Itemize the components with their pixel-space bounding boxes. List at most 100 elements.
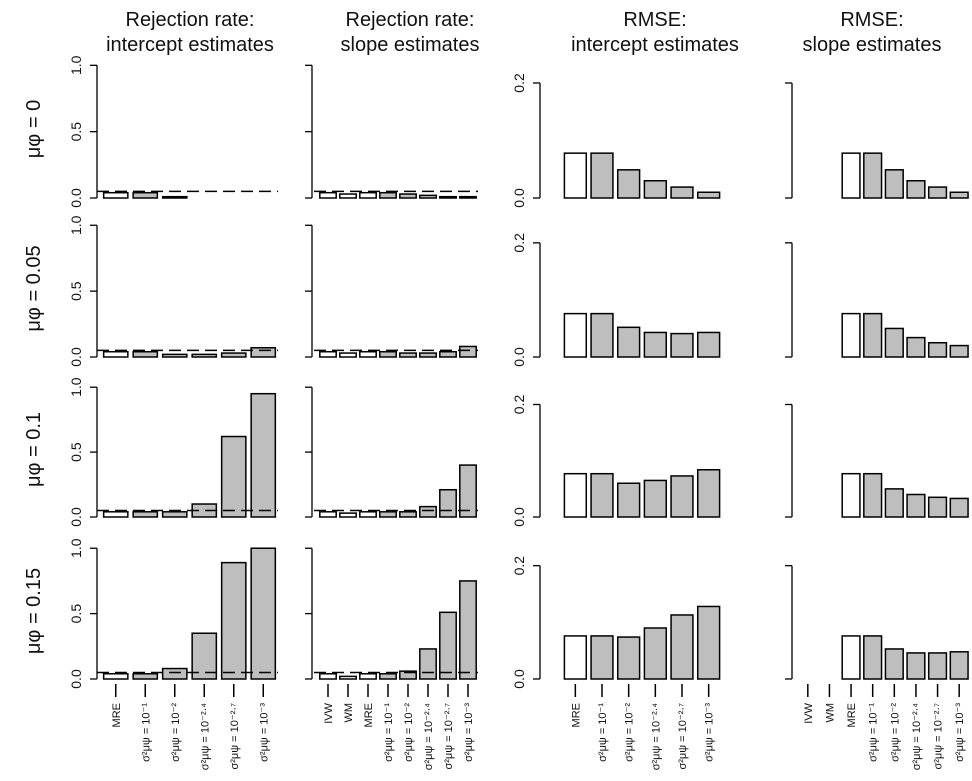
bar (696, 605, 721, 680)
bar (696, 469, 721, 518)
bar (459, 345, 477, 358)
x-tick-label: σ²μψ = 10⁻³ (704, 703, 716, 762)
bar (884, 648, 904, 680)
bar (339, 512, 357, 518)
y-tick-label: 1.0 (68, 538, 84, 558)
bar (906, 180, 926, 199)
row-label: μφ = 0 (23, 100, 45, 158)
bar (220, 352, 247, 358)
column-title: intercept estimates (571, 34, 739, 56)
bar (161, 353, 188, 358)
x-tick-label: σ²μψ = 10⁻²·⁴ (650, 703, 662, 771)
bar (863, 635, 883, 680)
y-tick-label: 0.0 (68, 347, 84, 367)
bar (590, 472, 614, 518)
bar (191, 353, 218, 358)
bar (616, 636, 641, 680)
bar (439, 488, 457, 518)
bar (161, 195, 188, 199)
row-label: μφ = 0.05 (23, 245, 45, 331)
x-tick-label: WM (824, 703, 836, 723)
bar (339, 675, 357, 680)
x-tick-label: σ²μψ = 10⁻²·⁷ (933, 703, 945, 770)
bar (563, 635, 588, 680)
bar (590, 635, 614, 680)
bar (841, 472, 861, 518)
y-tick-label: 1.0 (68, 215, 84, 235)
bar (696, 191, 721, 199)
x-tick-label: σ²μψ = 10⁻¹ (383, 703, 395, 762)
bar (643, 479, 668, 518)
x-tick-label: σ²μψ = 10⁻² (403, 703, 415, 762)
x-tick-label: IVW (803, 702, 815, 723)
x-tick-label: σ²μψ = 10⁻¹ (597, 703, 609, 762)
bar (399, 352, 417, 358)
column-title: slope estimates (341, 34, 480, 56)
column-title: RMSE: (840, 9, 903, 31)
x-tick-label: σ²μψ = 10⁻²·⁷ (229, 703, 241, 770)
bar (319, 511, 337, 518)
bar (643, 180, 668, 199)
bar (359, 350, 377, 358)
bar (563, 312, 588, 358)
bar (359, 191, 377, 199)
bar (459, 195, 477, 199)
bar (841, 312, 861, 358)
y-tick-label: 0.0 (511, 507, 527, 527)
column-title: slope estimates (803, 34, 942, 56)
bar (220, 561, 247, 680)
bar (102, 673, 129, 680)
bar (399, 670, 417, 680)
bar (102, 511, 129, 518)
bar (161, 511, 188, 518)
bar (696, 331, 721, 358)
bar (419, 194, 437, 199)
bar (102, 350, 129, 358)
bar (379, 191, 397, 199)
bar (161, 667, 188, 680)
x-tick-label: σ²μψ = 10⁻¹ (140, 703, 152, 762)
bar (927, 652, 948, 680)
bar (132, 350, 159, 358)
y-tick-label: 0.5 (68, 604, 84, 624)
bar (670, 186, 694, 199)
bar (670, 332, 694, 358)
bar (379, 350, 397, 358)
x-tick-label: σ²μψ = 10⁻²·⁴ (911, 703, 923, 771)
y-tick-label: 0.2 (511, 73, 527, 93)
bar (132, 191, 159, 199)
bar (906, 652, 926, 680)
y-tick-label: 0.0 (68, 669, 84, 689)
bar (132, 673, 159, 680)
bar (863, 472, 883, 518)
y-tick-label: 0.0 (68, 507, 84, 527)
bar (102, 191, 129, 199)
x-tick-label: MRE (111, 703, 123, 727)
bar (459, 580, 477, 680)
bar (339, 193, 357, 199)
y-tick-label: 0.5 (68, 442, 84, 462)
bar (884, 327, 904, 358)
bar (949, 651, 969, 680)
bar (359, 673, 377, 680)
bar (906, 336, 926, 358)
y-tick-label: 0.2 (511, 556, 527, 576)
bar (399, 511, 417, 518)
bar (670, 614, 694, 680)
column-title: Rejection rate: (126, 9, 255, 31)
bar (927, 186, 948, 199)
column-title: intercept estimates (106, 34, 274, 56)
bar (132, 511, 159, 518)
bar (319, 673, 337, 680)
row-label: μφ = 0.15 (23, 568, 45, 654)
x-tick-label: MRE (363, 703, 375, 727)
bar (616, 326, 641, 358)
bar (439, 611, 457, 680)
bar (616, 169, 641, 199)
bar (949, 191, 969, 199)
x-tick-label: MRE (570, 703, 582, 727)
y-tick-label: 0.2 (511, 395, 527, 415)
bar (319, 350, 337, 358)
y-tick-label: 0.0 (511, 669, 527, 689)
